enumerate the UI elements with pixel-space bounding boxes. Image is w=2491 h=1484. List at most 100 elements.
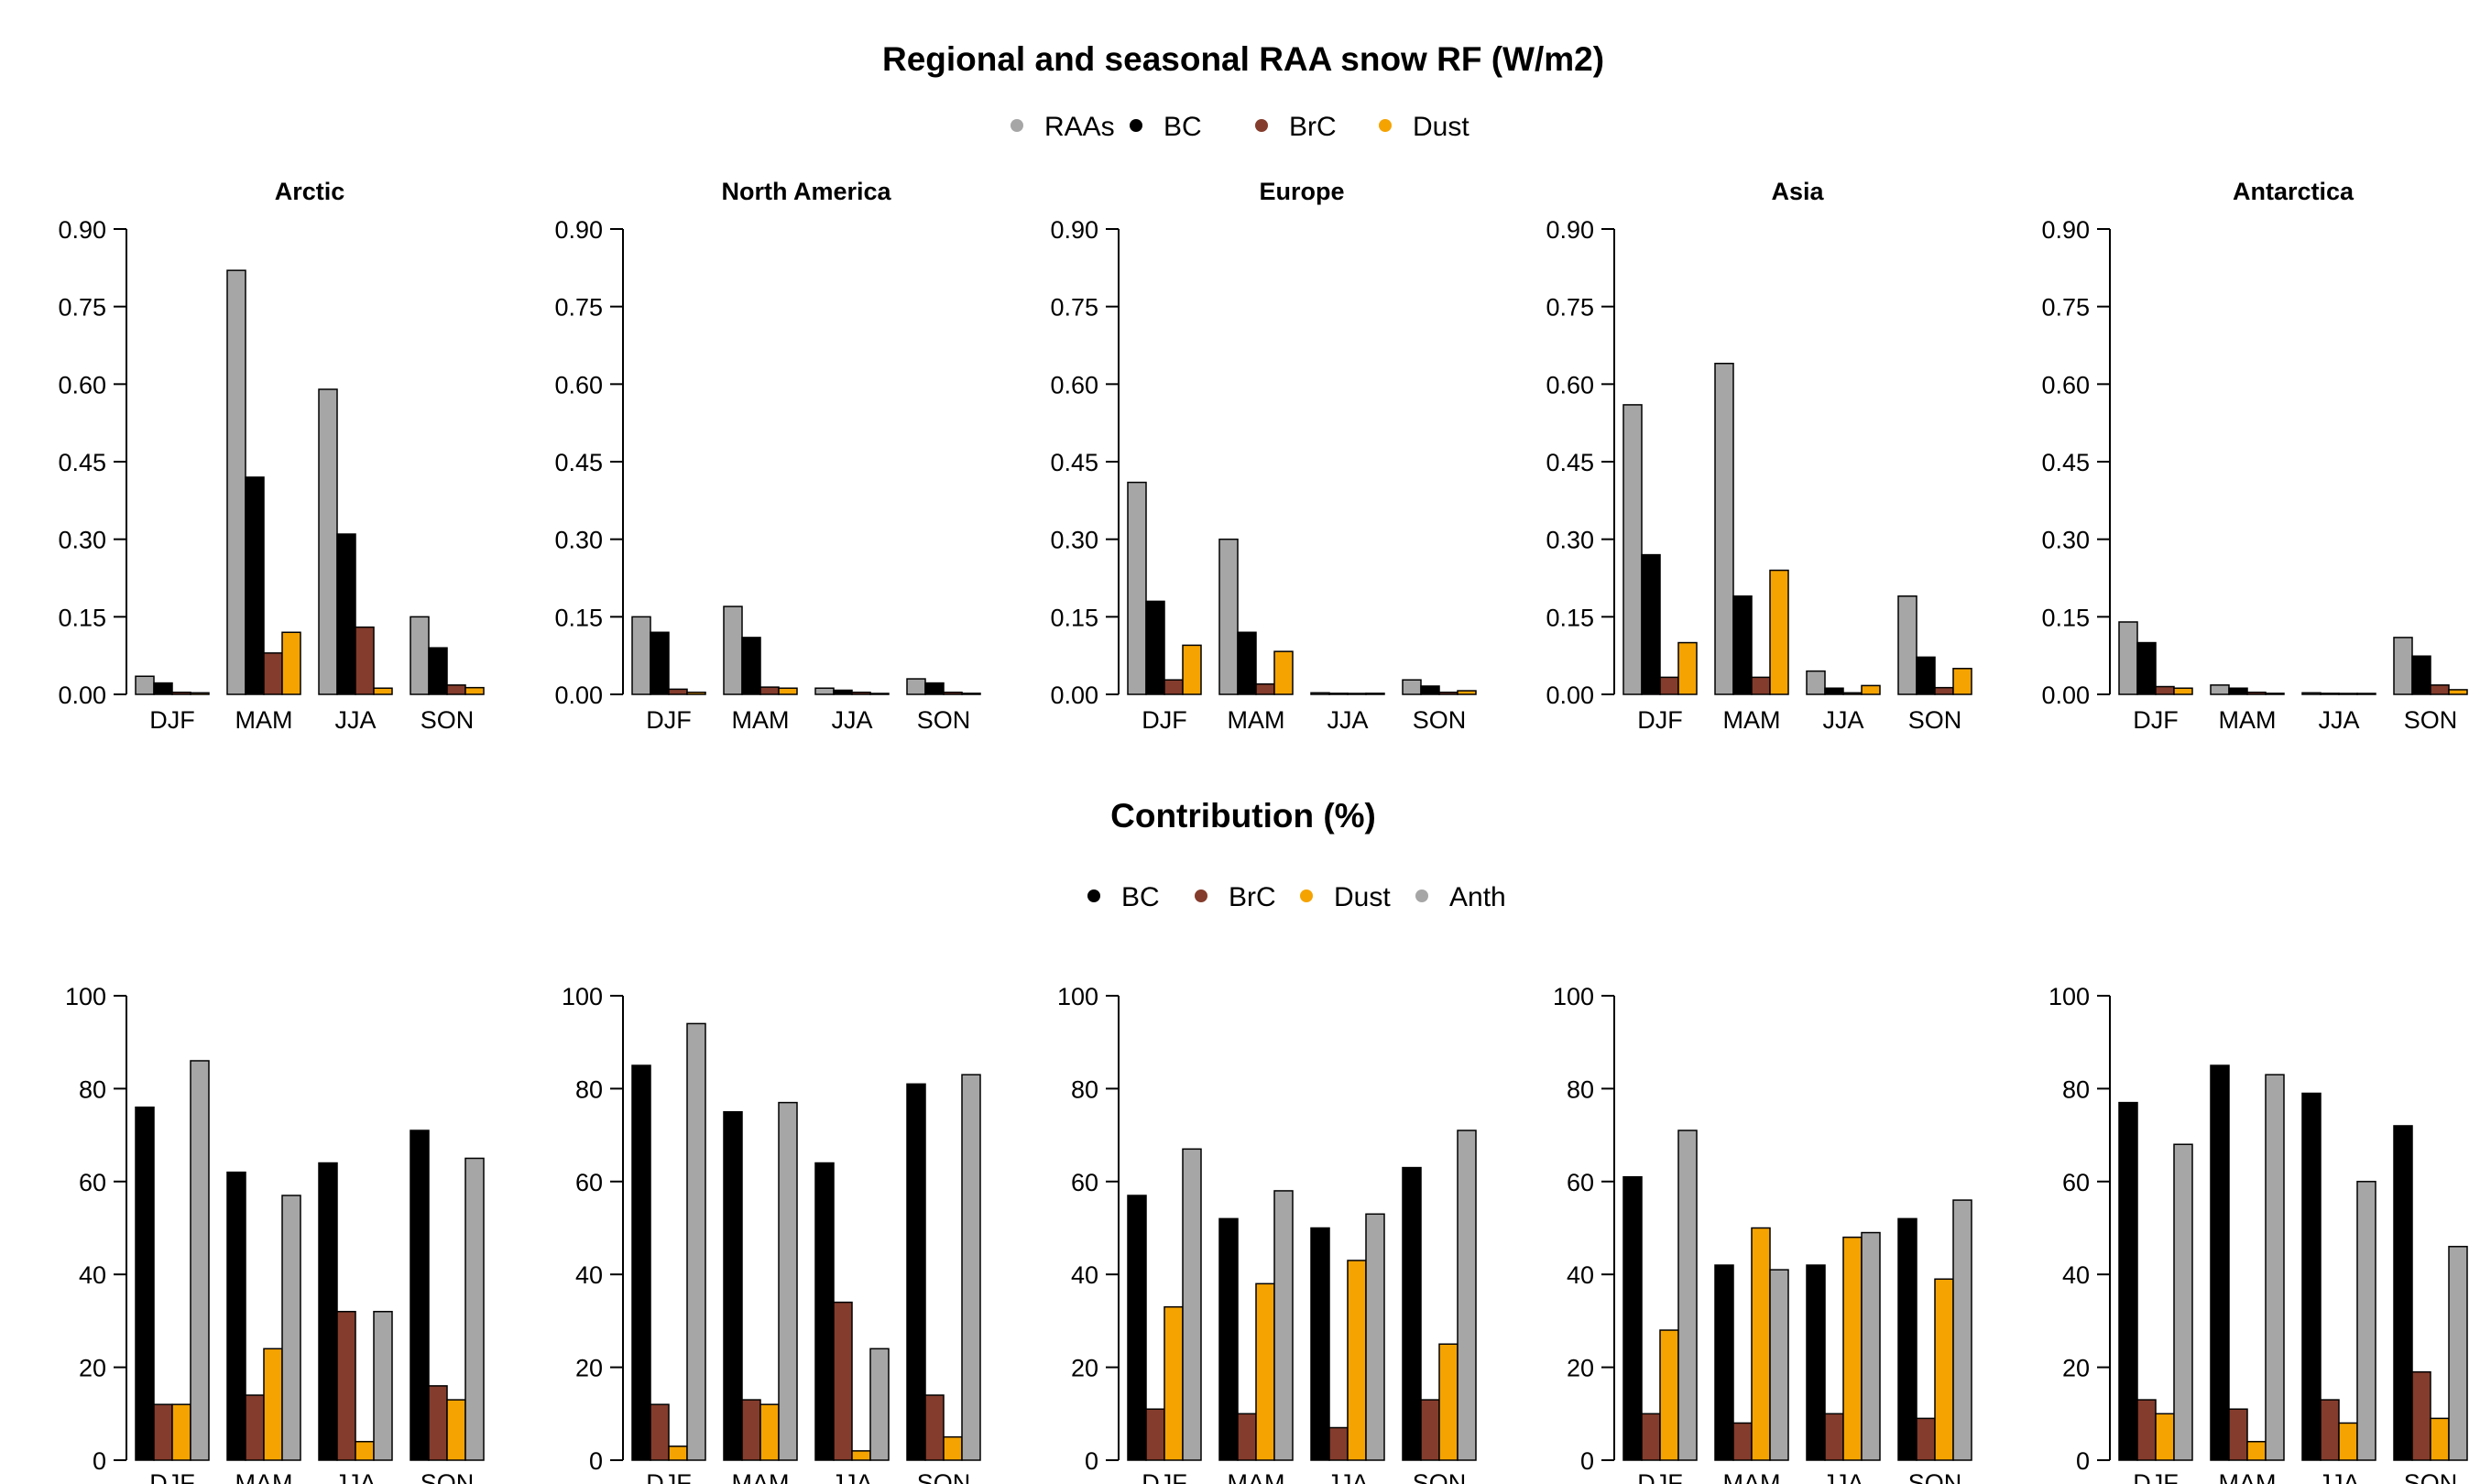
bar-anth-son <box>961 1074 981 1461</box>
bar-brc-mam <box>741 1399 761 1461</box>
bar-dust-mam <box>1769 569 1789 695</box>
y-tick-label: 0.60 <box>554 371 603 398</box>
bar-brc-mam <box>263 652 283 695</box>
bar-brc-djf <box>153 1403 173 1461</box>
bar-brc-djf <box>1145 1408 1165 1461</box>
bar-bc-son <box>924 682 945 695</box>
y-tick-label: 0.00 <box>554 682 603 709</box>
bar-dust-son <box>943 1435 963 1461</box>
bar-dust-djf <box>2173 687 2193 695</box>
bar-brc-djf <box>171 691 191 695</box>
bar-bc-jja <box>1824 687 1844 695</box>
y-tick-label: 0.75 <box>1050 294 1098 322</box>
y-tick-label: 0.75 <box>58 294 106 322</box>
bar-brc-jja <box>1328 1426 1349 1461</box>
bar-brc-son <box>924 1394 945 1461</box>
bar-brc-djf <box>2136 1399 2157 1461</box>
y-tick-label: 0 <box>2076 1447 2090 1475</box>
bar-dust-mam <box>759 1403 780 1461</box>
bar-bc-son <box>2393 1125 2413 1461</box>
bar-bc-mam <box>1732 595 1753 695</box>
x-tick-label: MAM <box>2219 706 2277 734</box>
bar-bc-djf <box>1641 553 1661 695</box>
bar-anth-son <box>1457 1129 1477 1461</box>
y-tick-label: 80 <box>1567 1075 1594 1103</box>
bar-bc-mam <box>226 1171 246 1461</box>
bar-dust-jja <box>1861 684 1881 695</box>
bar-brc-jja <box>355 626 375 695</box>
y-tick-label: 60 <box>79 1169 106 1196</box>
bar-dust-son <box>1952 668 1972 695</box>
x-tick-label: DJF <box>1142 706 1187 734</box>
y-tick-label: 40 <box>1567 1261 1594 1289</box>
x-tick-label: SON <box>1908 1469 1962 1484</box>
bar-brc-son <box>1438 691 1459 695</box>
x-tick-label: DJF <box>1142 1469 1187 1484</box>
y-tick-label: 0 <box>1580 1447 1594 1475</box>
bar-anth-jja <box>2356 1181 2376 1461</box>
bar-brc-mam <box>245 1394 265 1461</box>
bar-bc-son <box>906 1083 926 1461</box>
y-tick-label: 0.90 <box>1546 216 1594 244</box>
y-tick-label: 0.90 <box>1050 216 1098 244</box>
bar-bc-djf <box>1145 600 1165 695</box>
bar-brc-djf <box>1641 1413 1661 1461</box>
bar-dust-son <box>2430 1417 2450 1461</box>
bar-raas-djf <box>135 675 155 695</box>
bar-raas-djf <box>1622 404 1643 695</box>
legend-marker-bc <box>1130 119 1142 132</box>
bar-dust-jja <box>373 687 393 695</box>
y-tick-label: 0.15 <box>2041 604 2090 631</box>
y-tick-label: 0.30 <box>1546 527 1594 554</box>
bar-brc-son <box>943 691 963 695</box>
bar-dust-djf <box>190 692 210 695</box>
bar-dust-jja <box>355 1440 375 1461</box>
y-tick-label: 0.30 <box>2041 527 2090 554</box>
y-tick-label: 60 <box>1567 1169 1594 1196</box>
x-tick-label: JJA <box>1327 706 1368 734</box>
bar-dust-son <box>1457 690 1477 695</box>
x-tick-label: MAM <box>1228 706 1285 734</box>
y-tick-label: 60 <box>575 1169 603 1196</box>
y-tick-label: 0.75 <box>1546 294 1594 322</box>
x-tick-label: JJA <box>2318 706 2359 734</box>
bar-dust-mam <box>1751 1227 1771 1461</box>
y-tick-label: 20 <box>575 1355 603 1382</box>
y-tick-label: 0.15 <box>554 604 603 631</box>
bar-brc-jja <box>2320 1399 2340 1461</box>
bar-brc-mam <box>759 686 780 695</box>
bar-raas-mam <box>723 606 743 695</box>
bar-bc-son <box>410 1129 430 1461</box>
bar-dust-jja <box>1347 1260 1367 1461</box>
bar-brc-jja <box>2338 693 2358 695</box>
bar-anth-djf <box>2173 1143 2193 1461</box>
bar-anth-son <box>2448 1246 2468 1461</box>
y-tick-label: 40 <box>575 1261 603 1289</box>
y-tick-label: 0.00 <box>2041 682 2090 709</box>
x-tick-label: JJA <box>1822 706 1863 734</box>
x-tick-label: MAM <box>732 1469 790 1484</box>
bar-dust-son <box>446 1399 466 1461</box>
x-tick-label: JJA <box>2318 1469 2359 1484</box>
x-tick-label: SON <box>2404 1469 2458 1484</box>
bar-dust-jja <box>851 1450 871 1461</box>
bar-bc-jja <box>1806 1264 1826 1461</box>
legend-marker-anth <box>1415 889 1428 902</box>
bar-dust-son <box>1934 1278 1954 1461</box>
y-tick-label: 0.00 <box>1546 682 1594 709</box>
bar-bc-son <box>1402 1166 1422 1461</box>
bar-dust-jja <box>1842 1236 1863 1461</box>
bar-bc-jja <box>833 689 853 695</box>
y-tick-label: 100 <box>2049 983 2090 1010</box>
bar-bc-mam <box>1218 1217 1239 1461</box>
y-tick-label: 0.00 <box>58 682 106 709</box>
bar-dust-jja <box>869 693 890 695</box>
x-tick-label: SON <box>1908 706 1962 734</box>
y-tick-label: 100 <box>1553 983 1594 1010</box>
y-tick-label: 0 <box>93 1447 106 1475</box>
x-tick-label: JJA <box>334 706 376 734</box>
bar-brc-mam <box>2246 691 2267 695</box>
bar-dust-djf <box>686 691 706 695</box>
bar-raas-mam <box>226 269 246 695</box>
y-tick-label: 0.60 <box>2041 371 2090 398</box>
